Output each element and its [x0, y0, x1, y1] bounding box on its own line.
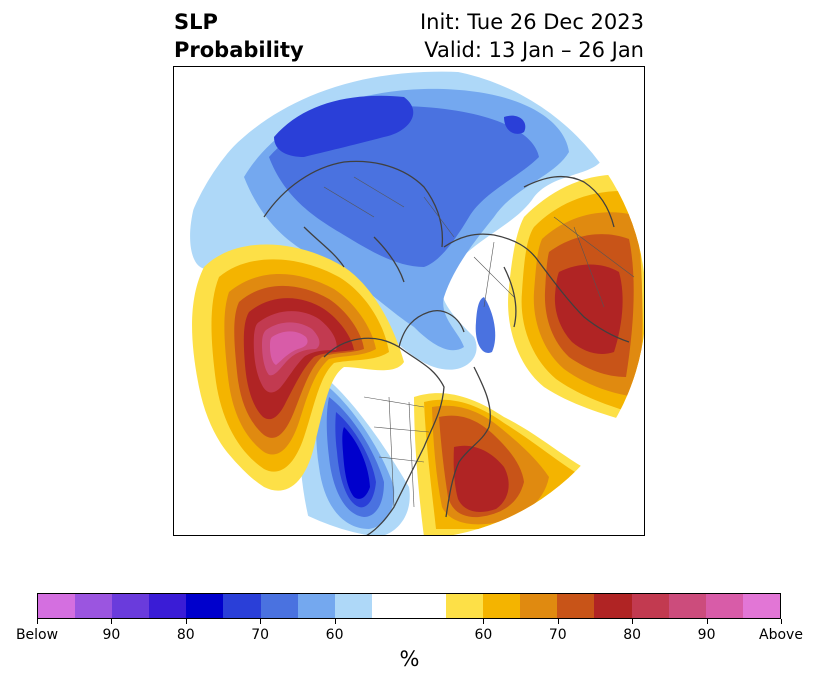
colorbar-tick-mark	[111, 619, 113, 624]
colorbar-tick-label: 90	[697, 627, 716, 643]
colorbar-cell	[446, 594, 484, 618]
colorbar-cell	[38, 594, 76, 618]
western-us-low-region	[299, 367, 410, 535]
colorbar-cell	[75, 594, 113, 618]
chart-title-left: SLP Probability	[174, 8, 304, 64]
colorbar-cell	[668, 594, 706, 618]
colorbar-tick-mark	[706, 619, 708, 624]
colorbar-tick-label: 70	[548, 627, 567, 643]
country-borders	[323, 176, 635, 508]
colorbar-tick-mark	[37, 619, 38, 624]
colorbar-tick-mark	[557, 619, 559, 624]
colorbar-unit-label: %	[399, 647, 420, 671]
colorbar-cell	[742, 594, 780, 618]
colorbar-tick-label: 80	[623, 627, 642, 643]
colorbar-cell	[186, 594, 224, 618]
colorbar-tick-mark	[260, 619, 262, 624]
colorbar-tick-label: 90	[102, 627, 121, 643]
colorbar-tick-label: 60	[325, 627, 344, 643]
coastlines	[263, 160, 630, 535]
eastern-pacific-high-region	[192, 244, 404, 491]
colorbar-tick-mark	[632, 619, 634, 624]
map-canvas	[174, 67, 644, 535]
probability-map	[173, 66, 645, 536]
colorbar-tick-label: 60	[474, 627, 493, 643]
colorbar	[37, 593, 781, 619]
chart-title-right: Init: Tue 26 Dec 2023 Valid: 13 Jan – 26…	[420, 8, 644, 64]
title-metric: Probability	[174, 38, 304, 62]
colorbar-cell	[334, 594, 372, 618]
colorbar-cell	[594, 594, 632, 618]
colorbar-tick-label: Below	[15, 627, 59, 643]
colorbar-cell	[631, 594, 669, 618]
colorbar-cell	[520, 594, 558, 618]
colorbar-cell	[557, 594, 595, 618]
colorbar-cell	[297, 594, 335, 618]
colorbar-tick-mark	[781, 619, 782, 624]
init-date: Init: Tue 26 Dec 2023	[419, 10, 644, 34]
colorbar-tick-label: 80	[176, 627, 195, 643]
title-variable: SLP	[174, 10, 218, 34]
colorbar-cell	[260, 594, 298, 618]
valid-range: Valid: 13 Jan – 26 Jan	[424, 38, 644, 62]
colorbar-cell	[483, 594, 521, 618]
colorbar-tick-label: Above	[759, 627, 803, 643]
colorbar-tick-mark	[483, 619, 485, 624]
arctic-low-region	[190, 71, 604, 370]
colorbar-tick-label: 70	[251, 627, 270, 643]
colorbar-tick-mark	[185, 619, 187, 624]
colorbar-cell	[408, 594, 447, 618]
colorbar-cell	[223, 594, 261, 618]
colorbar-cell	[149, 594, 187, 618]
siberia-high-region	[508, 174, 644, 427]
colorbar-cell	[371, 594, 409, 618]
colorbar-tick-mark	[334, 619, 336, 624]
colorbar-cell	[705, 594, 743, 618]
colorbar-cell	[112, 594, 150, 618]
